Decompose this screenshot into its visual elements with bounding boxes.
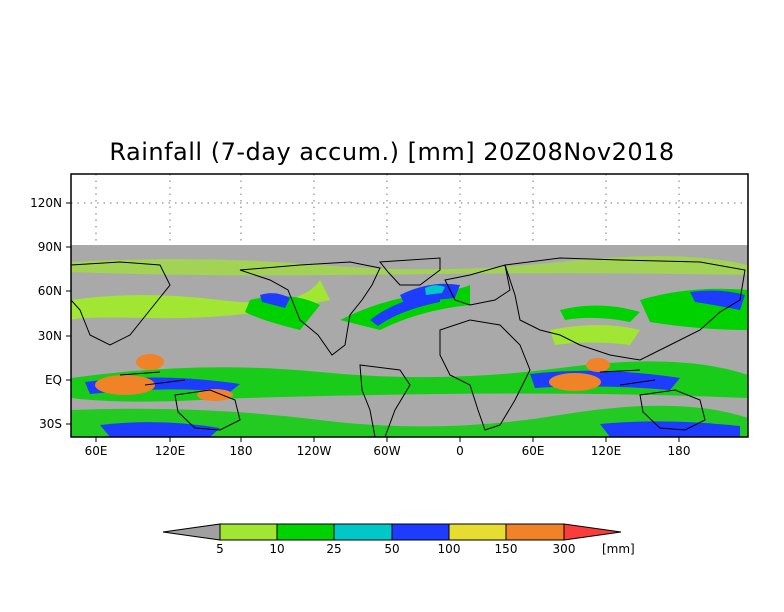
colorbar-segment <box>276 523 335 541</box>
asia-outline <box>504 257 746 361</box>
heavy-rain-area <box>549 373 601 391</box>
colorbar-segment <box>391 523 450 541</box>
lon-label: 60W <box>373 444 401 458</box>
north-america-outline <box>239 261 381 356</box>
europe-outline <box>444 264 511 306</box>
colorbar-segment <box>448 523 507 541</box>
axis-ticks <box>66 202 680 442</box>
colorbar-segment <box>505 523 565 541</box>
colorbar-label: 300 <box>552 542 576 556</box>
lat-label: EQ <box>44 373 62 387</box>
lat-label: 30N <box>37 329 62 343</box>
lat-label: 90N <box>37 240 62 254</box>
south-america-outline <box>359 364 411 437</box>
lon-label: 180 <box>229 444 253 458</box>
colorbar-label: 5 <box>216 542 224 556</box>
australia-east-outline <box>639 389 706 431</box>
maritime-islands <box>119 369 656 386</box>
colorbar-unit: [mm] <box>602 542 635 556</box>
colorbar <box>162 523 622 541</box>
lon-label: 120E <box>590 444 622 458</box>
no-data-field <box>71 245 748 437</box>
southern-storm-belt <box>100 422 220 437</box>
coastlines <box>71 257 746 437</box>
rain-field <box>71 256 748 437</box>
africa-outline <box>439 319 531 431</box>
heavy-rain-area <box>95 375 155 395</box>
lon-label: 60E <box>84 444 108 458</box>
heavy-rain-area <box>136 354 164 370</box>
lat-label: 30S <box>39 417 62 431</box>
atlantic-storm <box>425 285 445 295</box>
storm-track <box>260 293 290 308</box>
colorbar-low-arrow <box>162 523 221 541</box>
heavy-rain-area <box>197 389 233 401</box>
colorbar-label: 100 <box>437 542 461 556</box>
colorbar-high-arrow <box>563 523 622 541</box>
plot-frame <box>70 173 749 438</box>
colorbar-label: 50 <box>384 542 400 556</box>
colorbar-segment <box>219 523 278 541</box>
map-title: Rainfall (7-day accum.) [mm] 20Z08Nov201… <box>109 138 675 166</box>
lon-label: 120E <box>154 444 186 458</box>
lon-label: 60E <box>521 444 545 458</box>
southern-storm-belt <box>71 405 748 437</box>
lon-label: 180 <box>667 444 691 458</box>
greenland-outline <box>379 257 441 286</box>
lat-label: 60N <box>37 284 62 298</box>
colorbar-label: 10 <box>269 542 285 556</box>
heavy-rain-area <box>586 358 610 372</box>
colorbar-label: 150 <box>494 542 518 556</box>
colorbar-label: 25 <box>326 542 342 556</box>
australia-outline <box>174 389 241 431</box>
storm-track <box>560 305 640 322</box>
asia-west-outline <box>71 261 171 346</box>
colorbar-segment <box>333 523 393 541</box>
storm-track <box>550 325 640 345</box>
gridlines <box>71 174 748 245</box>
lon-label: 0 <box>456 444 464 458</box>
lat-label: 120N <box>30 196 62 210</box>
lon-label: 120W <box>296 444 332 458</box>
